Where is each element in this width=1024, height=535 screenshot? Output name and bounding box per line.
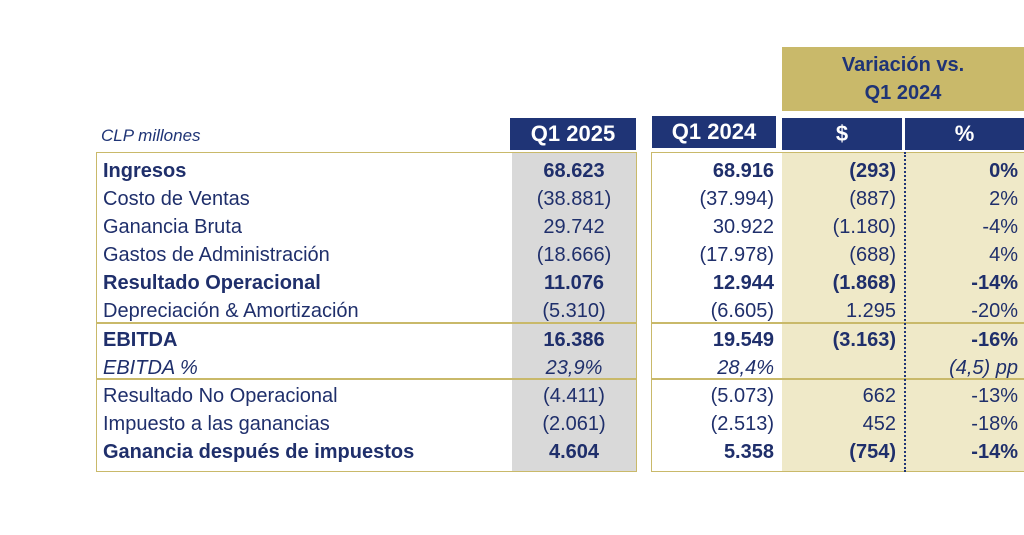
cell-variation-dollar: (754) <box>849 441 896 463</box>
row-label: Ganancia después de impuestos <box>103 441 415 463</box>
row-label: Resultado No Operacional <box>103 385 338 407</box>
cell-variation-dollar: (1.868) <box>832 272 896 294</box>
row-label: Costo de Ventas <box>103 188 250 210</box>
table-row: EBITDA % 23,9% 28,4% (4,5) pp <box>0 354 1024 382</box>
unit-label: CLP millones <box>101 126 201 145</box>
row-label: EBITDA % <box>103 357 198 379</box>
cell-q1-2025: 29.742 <box>543 216 605 238</box>
table-row: Depreciación & Amortización (5.310) (6.605… <box>0 297 1024 325</box>
cell-variation-dollar: (887) <box>849 188 896 210</box>
variation-divider <box>904 152 906 472</box>
cell-q1-2025: 16.386 <box>543 329 605 351</box>
cell-q1-2025: (38.881) <box>536 188 612 210</box>
cell-q1-2025: 4.604 <box>548 441 600 463</box>
q1-2025-column-bg <box>512 152 636 472</box>
table-row: Costo de Ventas (38.881) (37.994) (887) 2% <box>0 185 1024 213</box>
table-row: Impuesto a las ganancias (2.061) (2.513) 45… <box>0 410 1024 438</box>
cell-variation-percent: -14% <box>971 272 1018 294</box>
table-row: Ganancia después de impuestos 4.604 5.358 (… <box>0 438 1024 466</box>
cell-variation-percent: -18% <box>971 413 1018 435</box>
header-q1-2025: Q1 2025 <box>510 118 636 150</box>
cell-q1-2025: (5.310) <box>542 300 606 322</box>
row-label: Impuesto a las ganancias <box>103 413 330 435</box>
cell-q1-2024: (6.605) <box>710 300 774 322</box>
cell-variation-percent: 4% <box>989 244 1018 266</box>
cell-variation-dollar: 1.295 <box>845 300 896 322</box>
section-separator-1 <box>96 322 637 324</box>
section-separator-1b <box>651 322 1024 324</box>
cell-variation-percent: -13% <box>971 385 1018 407</box>
row-label: Depreciación & Amortización <box>103 300 359 322</box>
cell-q1-2024: 12.944 <box>712 272 774 294</box>
table-row: Gastos de Administración (18.666) (17.978)… <box>0 241 1024 269</box>
row-label: EBITDA <box>103 329 178 351</box>
cell-q1-2025: (2.061) <box>542 413 606 435</box>
cell-variation-dollar: (3.163) <box>832 329 896 351</box>
section-separator-2b <box>651 378 1024 380</box>
cell-q1-2024: (5.073) <box>710 385 774 407</box>
header-variation-dollar: $ <box>782 118 902 150</box>
cell-q1-2025: 68.623 <box>543 160 605 182</box>
cell-q1-2024: 28,4% <box>717 357 774 379</box>
cell-q1-2025: 23,9% <box>545 357 603 379</box>
table-row: Ganancia Bruta 29.742 30.922 (1.180) -4% <box>0 213 1024 241</box>
cell-q1-2024: (17.978) <box>699 244 775 266</box>
cell-q1-2024: 19.549 <box>712 329 774 351</box>
variation-header-line2: Q1 2024 <box>864 82 942 104</box>
row-label: Ingresos <box>103 160 187 182</box>
row-label: Gastos de Administración <box>103 244 330 266</box>
cell-variation-percent: -14% <box>971 441 1018 463</box>
cell-q1-2025: 11.076 <box>543 272 605 294</box>
cell-variation-dollar: (688) <box>849 244 896 266</box>
cell-variation-percent: 2% <box>989 188 1018 210</box>
cell-variation-percent: 0% <box>989 160 1018 182</box>
variation-column-bg <box>782 152 1024 472</box>
table-row: EBITDA 16.386 19.549 (3.163) -16% <box>0 326 1024 354</box>
cell-q1-2024: 68.916 <box>712 160 774 182</box>
cell-q1-2024: 30.922 <box>712 216 774 238</box>
cell-q1-2024: (2.513) <box>710 413 774 435</box>
cell-q1-2025: (4.411) <box>543 385 605 407</box>
cell-variation-percent: (4,5) pp <box>949 357 1018 379</box>
cell-q1-2024: (37.994) <box>699 188 775 210</box>
header-variation-percent: % <box>905 118 1024 150</box>
variation-header: Variación vs. Q1 2024 <box>782 47 1024 111</box>
comparison-table-frame <box>651 152 1024 472</box>
header-q1-2024: Q1 2024 <box>652 116 776 148</box>
cell-variation-dollar: 662 <box>862 385 896 407</box>
variation-header-line1: Variación vs. <box>841 54 965 76</box>
cell-q1-2024: 5.358 <box>723 441 774 463</box>
row-label: Ganancia Bruta <box>103 216 242 238</box>
cell-variation-percent: -20% <box>971 300 1018 322</box>
section-separator-2 <box>96 378 637 380</box>
cell-variation-percent: -16% <box>971 329 1018 351</box>
cell-variation-percent: -4% <box>982 216 1018 238</box>
main-table-frame <box>96 152 637 472</box>
cell-variation-dollar: (1.180) <box>832 216 896 238</box>
cell-q1-2025: (18.666) <box>536 244 612 266</box>
row-label: Resultado Operacional <box>103 272 321 294</box>
cell-variation-dollar: 452 <box>862 413 896 435</box>
table-row: Ingresos 68.623 68.916 (293) 0% <box>0 157 1024 185</box>
table-row: Resultado No Operacional (4.411) (5.073) 66… <box>0 382 1024 410</box>
cell-variation-dollar: (293) <box>849 160 896 182</box>
table-row: Resultado Operacional 11.076 12.944 (1.868)… <box>0 269 1024 297</box>
